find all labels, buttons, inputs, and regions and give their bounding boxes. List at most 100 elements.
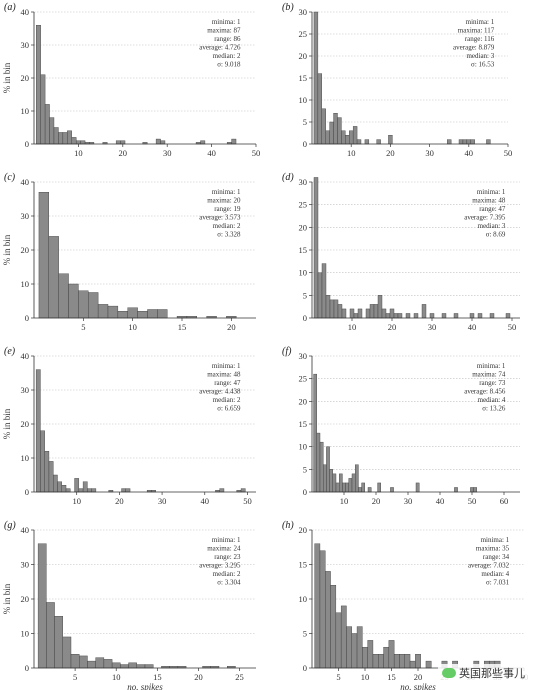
x-tick-label: 40 xyxy=(468,322,477,332)
x-tick-label: 20 xyxy=(386,148,395,158)
stats-line: maxima: 24 xyxy=(207,545,241,553)
histogram-bar xyxy=(48,236,59,319)
stats-line: range: 34 xyxy=(483,553,510,561)
y-tick-label: 0 xyxy=(303,139,307,149)
y-tick-label: 30 xyxy=(299,7,308,17)
histogram-bar xyxy=(356,626,363,669)
stats-line: σ: 3.304 xyxy=(217,579,241,587)
x-tick-label: 15 xyxy=(387,672,396,682)
histogram-bar xyxy=(376,139,381,145)
y-tick-label: 0 xyxy=(25,313,29,323)
x-tick-label: 15 xyxy=(153,672,162,682)
y-tick-label: 20 xyxy=(299,51,308,61)
histogram-bar xyxy=(313,11,319,145)
stats-line: σ: 8.69 xyxy=(486,231,506,239)
x-tick-label: 40 xyxy=(201,496,210,506)
x-tick-label: 10 xyxy=(74,148,83,158)
stats-line: σ: 7.031 xyxy=(486,579,510,587)
panel-label: (d) xyxy=(282,172,294,183)
y-tick-label: 25 xyxy=(299,29,308,39)
stats-line: average: 4.726 xyxy=(199,44,241,52)
stats-line: minima: 1 xyxy=(212,536,241,544)
panel-label: (h) xyxy=(282,520,294,531)
histogram-bar xyxy=(120,140,126,145)
histogram-bar xyxy=(429,313,435,319)
x-tick-label: 10 xyxy=(72,496,81,506)
histogram-bar xyxy=(340,605,347,669)
stats-line: median: 2 xyxy=(213,222,241,230)
histogram-bar xyxy=(317,272,323,319)
y-tick-label: 30 xyxy=(21,211,30,221)
y-axis-label: % in bin xyxy=(2,62,12,93)
y-tick-label: 15 xyxy=(299,245,308,255)
y-tick-label: 10 xyxy=(299,442,308,452)
y-tick-label: 5 xyxy=(303,117,307,127)
histogram-bar xyxy=(341,308,347,319)
histogram-bar xyxy=(87,660,96,669)
panel-label: (a) xyxy=(4,2,16,13)
histogram-bar xyxy=(345,134,350,145)
histogram-bar xyxy=(78,290,89,319)
stats-line: median: 4 xyxy=(478,396,506,404)
stats-line: maxima: 48 xyxy=(472,197,506,205)
histogram-bar xyxy=(335,612,342,669)
histogram-bar xyxy=(147,309,158,319)
histogram-bar xyxy=(103,659,113,669)
histogram-bar xyxy=(48,461,54,493)
y-tick-label: 15 xyxy=(299,419,308,429)
histogram-bar xyxy=(79,655,88,669)
histogram-bar xyxy=(335,482,340,493)
histogram-bar xyxy=(37,543,47,669)
watermark: 英国那些事儿 xyxy=(438,664,529,682)
x-tick-label: 30 xyxy=(163,148,172,158)
y-tick-label: 0 xyxy=(303,313,307,323)
panel-g: 0 10 20 30 40 5 10 15 20 25 (g) % in bin no. spikes m… xyxy=(2,520,256,690)
x-tick-label: 10 xyxy=(112,672,121,682)
histogram-bar xyxy=(117,311,128,319)
panel-label: (f) xyxy=(282,346,292,357)
histogram-bar xyxy=(348,478,353,493)
histogram-bar xyxy=(70,654,80,669)
stats-line: maxima: 117 xyxy=(458,27,495,35)
stats-line: average: 7.395 xyxy=(464,214,506,222)
y-tick-label: 20 xyxy=(21,245,30,255)
y-tick-label: 10 xyxy=(21,629,30,639)
x-tick-label: 20 xyxy=(227,322,236,332)
histogram-bar xyxy=(466,139,471,145)
x-tick-label: 10 xyxy=(361,672,370,682)
histogram-bar xyxy=(128,662,137,669)
histogram-bar xyxy=(80,140,86,145)
y-tick-label: 40 xyxy=(21,525,30,535)
y-tick-label: 15 xyxy=(299,73,308,83)
y-tick-label: 25 xyxy=(299,200,308,210)
x-tick-label: 25 xyxy=(235,672,244,682)
panel-d: 0 5 10 15 20 25 30 10 20 30 40 50 (d) minima: 1maxima… xyxy=(282,172,520,332)
histogram-bar xyxy=(357,308,363,319)
histogram-bar xyxy=(319,441,324,493)
stats-line: maxima: 20 xyxy=(207,197,241,205)
histogram-bar xyxy=(313,373,318,493)
stats-line: range: 73 xyxy=(479,379,506,387)
histogram-bar xyxy=(404,654,411,669)
histogram-bar xyxy=(97,304,109,319)
wechat-icon xyxy=(442,668,456,678)
stats-line: minima: 1 xyxy=(477,362,506,370)
histogram-bar xyxy=(367,487,372,493)
histogram-bar xyxy=(383,647,390,669)
panel-f: 0 5 10 15 20 25 30 10 20 30 40 50 60 (f) minima: 1maxi… xyxy=(282,346,520,506)
histogram-bar xyxy=(330,585,337,669)
histogram-bar xyxy=(144,664,154,669)
histogram-bar xyxy=(125,488,131,493)
x-tick-label: 40 xyxy=(436,496,445,506)
histogram-bar xyxy=(389,308,395,319)
x-tick-label: 20 xyxy=(194,672,203,682)
histogram-bar xyxy=(505,313,511,319)
y-tick-label: 0 xyxy=(25,663,29,673)
x-tick-label: 30 xyxy=(428,322,437,332)
histogram-bar xyxy=(317,73,323,145)
histogram-bar xyxy=(65,488,71,493)
histogram-bar xyxy=(473,487,478,493)
x-tick-label: 10 xyxy=(128,322,137,332)
y-tick-label: 10 xyxy=(21,453,30,463)
